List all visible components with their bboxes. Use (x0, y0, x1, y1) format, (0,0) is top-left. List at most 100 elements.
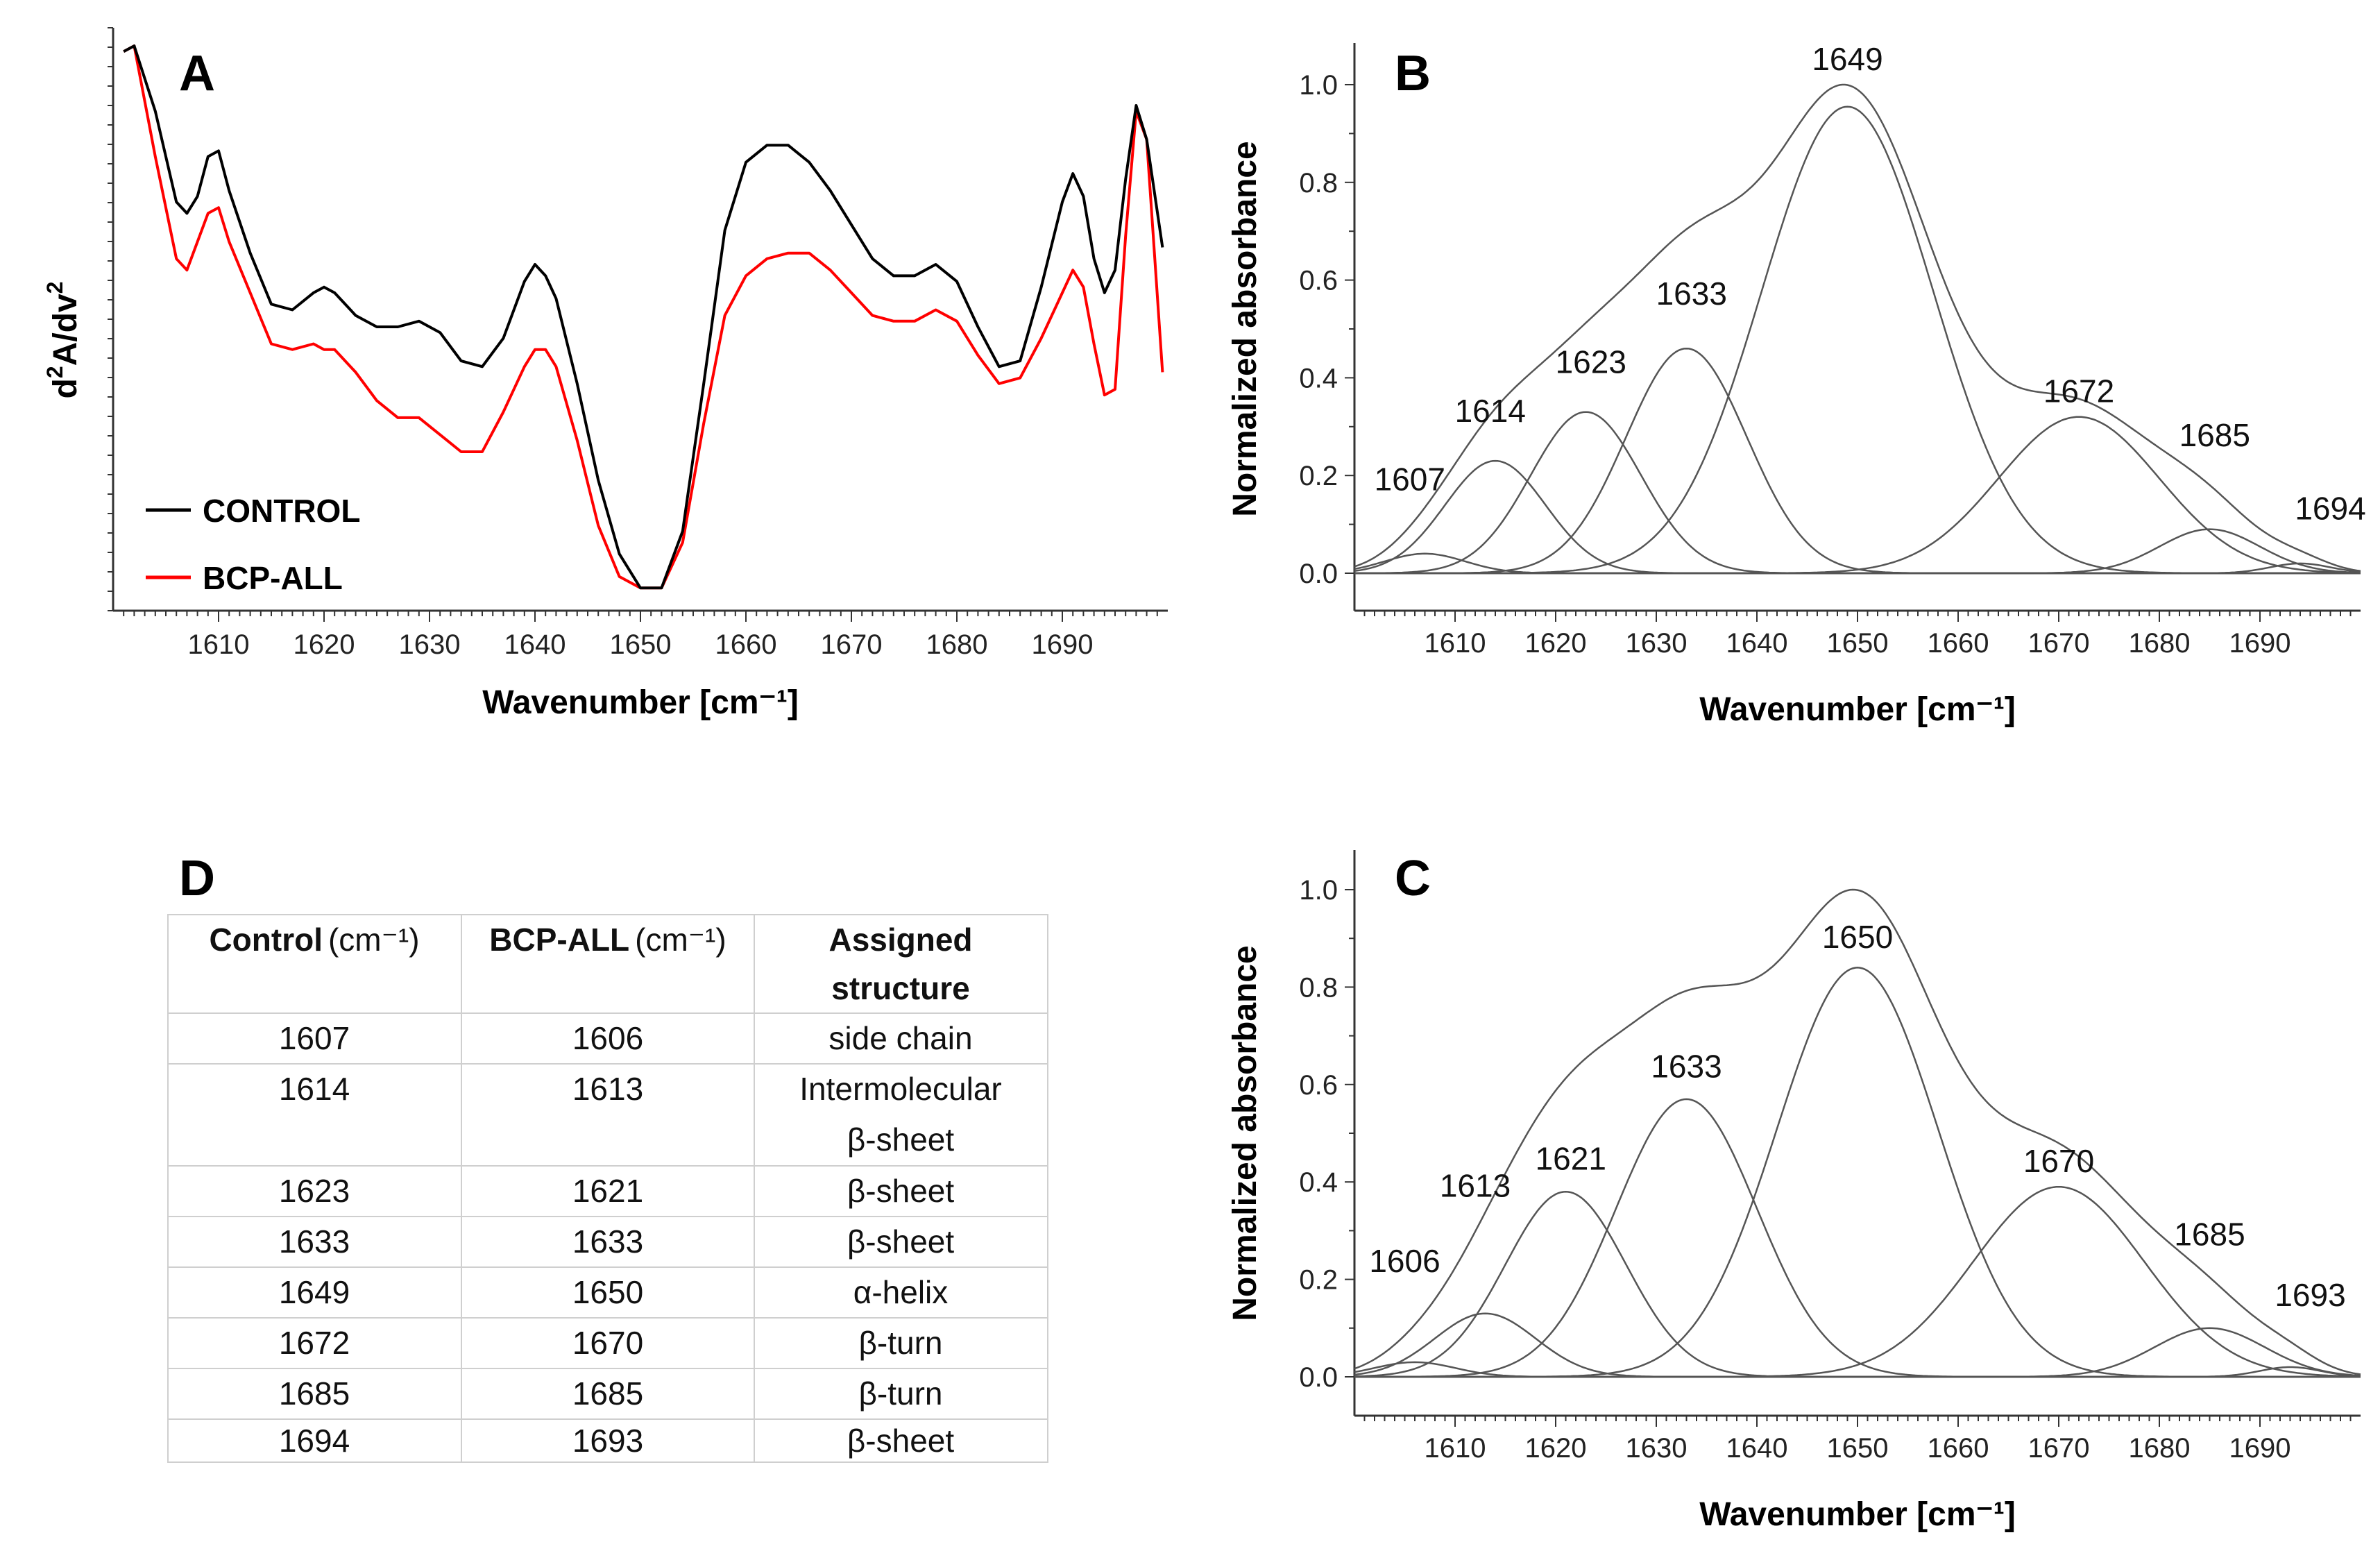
panel-b-xlabel: Wavenumber [cm⁻¹] (1699, 691, 2016, 728)
panel-b-peak-label-1607: 1607 (1375, 461, 1445, 497)
panel-b-ylabel: Normalized absorbance (1227, 141, 1264, 517)
table-cell: 1633 (572, 1223, 643, 1260)
panel-a-series (123, 44, 1164, 590)
table-cell: 1623 (279, 1173, 350, 1209)
panel-b-x-tick-label: 1640 (1726, 628, 1788, 659)
table-cell: 1621 (572, 1173, 643, 1209)
panel-b-y-tick-label: 0.2 (1299, 461, 1338, 491)
panel-c-x-tick-label: 1680 (2129, 1433, 2191, 1464)
table-cell: α-helix (853, 1274, 949, 1310)
table-cell: 1613 (572, 1071, 643, 1107)
panel-a-x-tick-label: 1660 (715, 629, 777, 660)
table-cell: 1685 (572, 1375, 643, 1412)
panel-c-x-tick-label: 1640 (1726, 1433, 1788, 1464)
panel-b-y-tick-label: 0.0 (1299, 559, 1338, 589)
table-cell: 1694 (279, 1423, 350, 1459)
panel-c-xlabel: Wavenumber [cm⁻¹] (1699, 1496, 2016, 1533)
panel-c-letter: C (1395, 851, 1431, 906)
legend-label-bcp-all: BCP-ALL (203, 560, 343, 596)
panel-b-peak-label-1633: 1633 (1656, 276, 1727, 312)
panel-c-x-tick-label: 1620 (1525, 1433, 1587, 1464)
panel-c-component-1685 (1354, 1327, 2361, 1378)
panel-b-x-tick-label: 1650 (1827, 628, 1889, 659)
table-cell: β-turn (858, 1325, 942, 1361)
panel-c-y-tick-label: 0.8 (1299, 972, 1338, 1003)
panel-b-component-1633 (1354, 347, 2361, 575)
panel-b-component-1685 (1354, 528, 2361, 575)
table-cell: 1693 (572, 1423, 643, 1459)
table-cell: β-sheet (847, 1223, 955, 1260)
panel-a-x-tick-label: 1690 (1032, 629, 1094, 660)
table-cell: β-sheet (847, 1121, 955, 1158)
panel-a-x-tick-label: 1630 (399, 629, 461, 660)
panel-b-y-tick-label: 0.4 (1299, 363, 1338, 393)
panel-c-x-tick-label: 1650 (1827, 1433, 1889, 1464)
panel-b-axes: 0.0 0.2 0.4 0.6 0.8 1.0 1610 1620 1630 1640 1650 16… (1227, 43, 2361, 728)
legend-label-control: CONTROL (203, 493, 360, 529)
panel-b-peak-label-1685: 1685 (2179, 417, 2250, 453)
series-line-bcp-all (123, 44, 1164, 590)
table-header-bcp-all: BCP-ALL (cm⁻¹) (489, 922, 726, 958)
panel-c-peak-label-1633: 1633 (1651, 1048, 1722, 1084)
table-cell: 1649 (279, 1274, 350, 1310)
panel-b-x-tick-label: 1670 (2028, 628, 2090, 659)
panel-d: D Control (cm⁻¹) BCP-ALL (cm⁻¹) Assigned s… (167, 851, 1048, 1463)
table-cell: 1633 (279, 1223, 350, 1260)
panel-c-peak-label-1693: 1693 (2275, 1277, 2345, 1313)
panel-d-table-grid (167, 914, 1048, 1463)
panel-b-peak-label-1623: 1623 (1556, 344, 1626, 380)
table-cell: Intermolecular (799, 1071, 1001, 1107)
panel-c-curves: 1606 1613 1621 1633 1650 1670 1685 1693 (1354, 888, 2361, 1378)
panel-a-x-tick-label: 1680 (926, 629, 988, 660)
panel-b-x-tick-label: 1660 (1928, 628, 1989, 659)
panel-c-component-1693 (1354, 1366, 2361, 1378)
panel-d-table-header: Control (cm⁻¹) BCP-ALL (cm⁻¹) Assigned str… (209, 922, 972, 1006)
table-cell: 1685 (279, 1375, 350, 1412)
panel-c-ylabel: Normalized absorbance (1227, 945, 1264, 1321)
table-cell: 1607 (279, 1020, 350, 1056)
panel-c-x-tick-label: 1630 (1626, 1433, 1688, 1464)
panel-c-envelope-curve (1354, 888, 2361, 1375)
panel-a-letter: A (179, 46, 215, 101)
panel-c-x-tick-label: 1690 (2229, 1433, 2291, 1464)
panel-b-x-tick-label: 1610 (1425, 628, 1486, 659)
table-cell: 1670 (572, 1325, 643, 1361)
panel-b-envelope-curve (1354, 83, 2361, 573)
panel-a-x-tick-label: 1610 (188, 629, 250, 660)
panel-d-table-body: 1607 1606 side chain 1614 1613 Intermole… (279, 1020, 1002, 1459)
panel-c-y-tick-label: 0.4 (1299, 1167, 1338, 1198)
panel-a-x-tick-label: 1670 (821, 629, 883, 660)
panel-b-y-tick-label: 1.0 (1299, 70, 1338, 101)
table-cell: β-sheet (847, 1173, 955, 1209)
panel-d-letter: D (179, 851, 215, 906)
panel-c-peak-label-1650: 1650 (1822, 919, 1893, 955)
panel-a-legend: CONTROL BCP-ALL (146, 493, 360, 596)
panel-c-peak-label-1613: 1613 (1440, 1167, 1511, 1203)
panel-c-y-tick-label: 0.0 (1299, 1362, 1338, 1393)
panel-a-xlabel: Wavenumber [cm⁻¹] (482, 684, 799, 721)
panel-c-x-tick-label: 1670 (2028, 1433, 2090, 1464)
panel-b-x-tick-label: 1620 (1525, 628, 1587, 659)
panel-c-x-tick-label: 1610 (1425, 1433, 1486, 1464)
panel-b-letter: B (1395, 46, 1431, 101)
panel-c-x-tick-label: 1660 (1928, 1433, 1989, 1464)
panel-b-peak-label-1694: 1694 (2295, 491, 2365, 527)
table-cell: 1606 (572, 1020, 643, 1056)
panel-c-peak-label-1606: 1606 (1369, 1243, 1440, 1279)
panel-b-component-1649 (1354, 105, 2361, 575)
table-cell: β-turn (858, 1375, 942, 1412)
panel-c-y-tick-label: 0.2 (1299, 1265, 1338, 1296)
panel-c-peak-label-1621: 1621 (1536, 1141, 1606, 1177)
panel-a-x-tick-label: 1640 (504, 629, 566, 660)
panel-c: C 0.0 0.2 0.4 0.6 0.8 1.0 1610 1620 1630 1640 1650… (1227, 850, 2361, 1533)
panel-a-x-tick-label: 1650 (610, 629, 672, 660)
panel-b-component-1694 (1354, 562, 2361, 575)
panel-b-x-tick-label: 1630 (1626, 628, 1688, 659)
panel-c-y-tick-label: 1.0 (1299, 875, 1338, 906)
panel-c-y-tick-label: 0.6 (1299, 1070, 1338, 1101)
panel-c-peak-label-1670: 1670 (2023, 1143, 2094, 1179)
panel-c-peak-label-1685: 1685 (2174, 1216, 2245, 1252)
table-cell: 1614 (279, 1071, 350, 1107)
